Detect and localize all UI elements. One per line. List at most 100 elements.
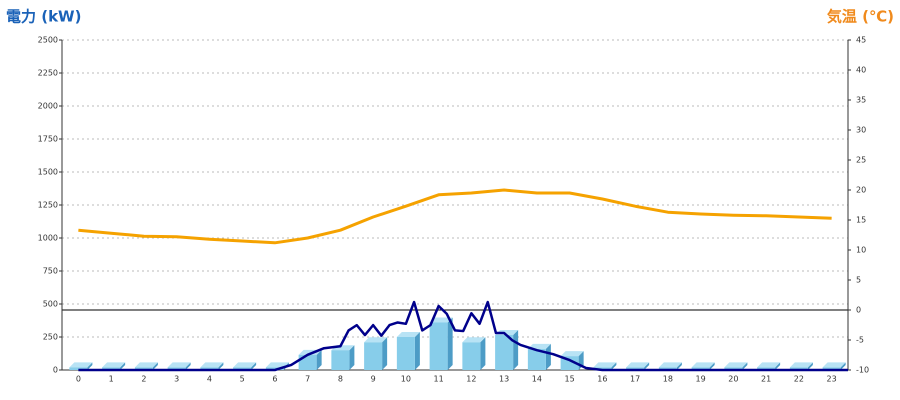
bar-top: [724, 362, 748, 368]
bar-top: [757, 362, 781, 368]
bar: [200, 367, 219, 370]
y-tick-label: 2500: [38, 36, 58, 45]
x-tick-label: 8: [338, 375, 343, 384]
y-tick-label: 1250: [38, 201, 58, 210]
bar-side: [382, 337, 388, 370]
bar: [134, 367, 153, 370]
y2-tick-label: 25: [856, 156, 866, 165]
bar-side: [742, 362, 748, 370]
bar-side: [611, 362, 617, 370]
bar-top: [69, 362, 93, 368]
y2-tick-label: 5: [856, 276, 861, 285]
bar: [69, 367, 88, 370]
y2-axis-title: 気温 (℃): [827, 8, 894, 26]
bar-top: [691, 362, 715, 368]
bar-side: [218, 362, 224, 370]
y2-tick-label: 35: [856, 96, 866, 105]
bar: [102, 367, 121, 370]
x-tick-label: 4: [207, 375, 212, 384]
y-tick-label: 1000: [38, 234, 58, 243]
bar-side: [644, 362, 650, 370]
bar-side: [775, 362, 781, 370]
bar-top: [265, 362, 289, 368]
bar-top: [462, 337, 486, 343]
bar: [789, 367, 808, 370]
bar-side: [120, 362, 126, 370]
x-tick-label: 20: [728, 375, 738, 384]
x-tick-label: 11: [434, 375, 444, 384]
bar-side: [251, 362, 257, 370]
bar-side: [480, 337, 486, 370]
bar-side: [709, 362, 715, 370]
bar-side: [414, 332, 420, 370]
y2-tick-label: 20: [856, 186, 866, 195]
bar-side: [545, 343, 551, 370]
y-axis-title: 電力 (kW): [6, 8, 81, 26]
y-tick-label: 750: [43, 267, 58, 276]
y-tick-label: 500: [43, 300, 58, 309]
bar-top: [593, 362, 617, 368]
bar-side: [349, 345, 355, 370]
bar-top: [134, 362, 158, 368]
x-tick-label: 17: [630, 375, 640, 384]
y2-tick-label: 40: [856, 66, 866, 75]
bar: [757, 367, 776, 370]
bar-side: [185, 362, 191, 370]
bar-side: [513, 330, 519, 370]
bar-top: [626, 362, 650, 368]
bar-side: [87, 362, 93, 370]
bar-side: [316, 349, 322, 370]
bar-top: [658, 362, 682, 368]
y2-tick-label: 0: [856, 306, 861, 315]
y2-tick-label: -10: [856, 366, 869, 375]
y-tick-label: 2250: [38, 69, 58, 78]
bar-top: [527, 343, 551, 349]
x-tick-label: 7: [305, 375, 310, 384]
bar: [724, 367, 743, 370]
bar-side: [676, 362, 682, 370]
bar: [429, 322, 448, 370]
x-tick-label: 6: [272, 375, 277, 384]
y2-tick-label: 10: [856, 246, 866, 255]
y-tick-label: 0: [53, 366, 58, 375]
x-tick-label: 0: [76, 375, 81, 384]
bar: [527, 348, 546, 370]
bar-top: [822, 362, 846, 368]
bar: [593, 367, 612, 370]
x-tick-label: 23: [827, 375, 837, 384]
x-tick-label: 14: [532, 375, 542, 384]
bar: [265, 367, 284, 370]
bar: [462, 342, 481, 370]
x-tick-label: 2: [141, 375, 146, 384]
bar: [658, 367, 677, 370]
y-tick-label: 1500: [38, 168, 58, 177]
y-tick-label: 1750: [38, 135, 58, 144]
bar-top: [167, 362, 191, 368]
x-tick-label: 10: [401, 375, 411, 384]
bar-side: [807, 362, 813, 370]
x-tick-label: 21: [761, 375, 771, 384]
bar: [331, 350, 350, 370]
y2-tick-label: 45: [856, 36, 866, 45]
bar-side: [447, 317, 453, 370]
bar-top: [560, 351, 584, 357]
x-tick-label: 1: [109, 375, 114, 384]
bar: [298, 354, 317, 370]
x-tick-label: 19: [696, 375, 706, 384]
bar: [691, 367, 710, 370]
x-tick-label: 5: [240, 375, 245, 384]
x-tick-label: 15: [565, 375, 575, 384]
bar-side: [840, 362, 846, 370]
bar-top: [200, 362, 224, 368]
x-tick-label: 18: [663, 375, 673, 384]
bar: [167, 367, 186, 370]
bar-side: [152, 362, 158, 370]
x-tick-label: 22: [794, 375, 804, 384]
power-line: [78, 300, 848, 372]
y2-tick-label: 30: [856, 126, 866, 135]
bar-top: [396, 332, 420, 337]
x-tick-label: 9: [371, 375, 376, 384]
bar: [495, 335, 514, 370]
bar-top: [102, 362, 126, 368]
